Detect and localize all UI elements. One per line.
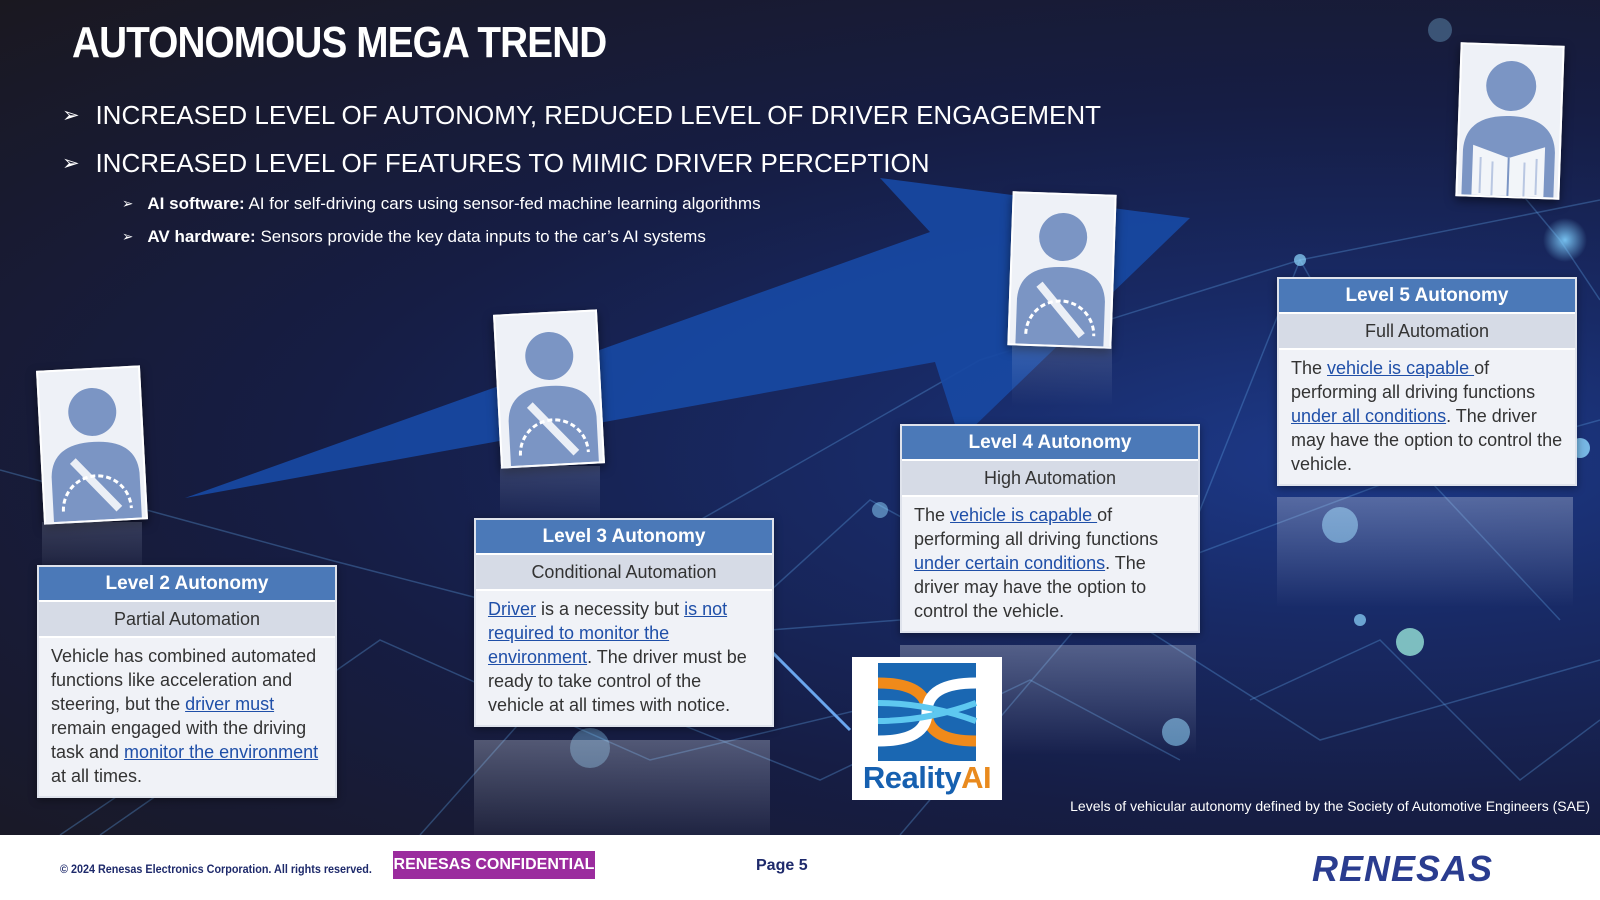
sub-bullet-label: AV hardware: <box>147 227 256 246</box>
page-number: Page 5 <box>756 857 808 874</box>
level-subtitle: High Automation <box>902 459 1198 497</box>
slide: AUTONOMOUS MEGA TREND ➢ INCREASED LEVEL … <box>0 0 1600 835</box>
icon-reflection <box>1012 346 1112 406</box>
level-title: Level 2 Autonomy <box>39 567 335 600</box>
text-run: The <box>1291 358 1328 378</box>
level-2-card: Level 2 Autonomy Partial Automation Vehi… <box>37 565 337 798</box>
text-run: is a necessity but <box>536 599 685 619</box>
confidential-badge: RENESAS CONFIDENTIAL <box>393 851 595 879</box>
text-run: The <box>914 505 951 525</box>
definition-link[interactable]: Driver <box>488 599 536 619</box>
bullet-arrow-icon: ➢ <box>122 196 134 211</box>
bullet-autonomy: ➢ INCREASED LEVEL OF AUTONOMY, REDUCED L… <box>62 100 1101 131</box>
slide-footer: © 2024 Renesas Electronics Corporation. … <box>0 835 1600 900</box>
driver-hands-on-wheel-icon <box>493 309 605 469</box>
reality-ai-logo: RealityAI <box>852 657 1002 800</box>
definition-link[interactable]: driver must <box>185 694 275 714</box>
level-subtitle: Full Automation <box>1279 312 1575 350</box>
text-run: of performing all driving functions <box>914 505 1159 549</box>
level-title: Level 3 Autonomy <box>476 520 772 553</box>
text-run: . The driver may have the option to cont… <box>1291 406 1563 474</box>
level-subtitle: Conditional Automation <box>476 553 772 591</box>
sub-bullet-label: AI software: <box>147 194 245 213</box>
level-description: The vehicle is capable of performing all… <box>1279 350 1575 484</box>
logo-word: AI <box>961 760 992 795</box>
level-description: Vehicle has combined automated functions… <box>39 638 335 796</box>
bullet-text: INCREASED LEVEL OF AUTONOMY, REDUCED LEV… <box>95 100 1101 130</box>
level-5-card: Level 5 Autonomy Full Automation The veh… <box>1277 277 1577 486</box>
level-subtitle: Partial Automation <box>39 600 335 638</box>
text-run: of performing all driving functions <box>1291 358 1536 402</box>
icon-reflection <box>500 466 600 526</box>
definition-link[interactable]: vehicle is capable <box>1327 358 1475 378</box>
definition-link[interactable]: vehicle is capable <box>950 505 1098 525</box>
driver-reading-icon <box>1455 42 1565 200</box>
sae-caption: Levels of vehicular autonomy defined by … <box>1070 798 1590 814</box>
sub-bullet-av-hardware: ➢ AV hardware: Sensors provide the key d… <box>122 227 706 247</box>
level-description: Driver is a necessity but is not require… <box>476 591 772 725</box>
slide-title: AUTONOMOUS MEGA TREND <box>72 18 607 67</box>
level-3-card: Level 3 Autonomy Conditional Automation … <box>474 518 774 727</box>
definition-link[interactable]: under all conditions <box>1291 406 1447 426</box>
logo-word: Reality <box>862 760 962 795</box>
driver-hands-on-wheel-icon <box>1007 191 1117 349</box>
definition-link[interactable]: monitor the environment <box>124 742 319 762</box>
renesas-logo: RENESAS <box>1312 848 1494 889</box>
text-run: at all times. <box>51 766 143 786</box>
bullet-arrow-icon: ➢ <box>62 152 80 175</box>
definition-link[interactable]: is not required to monitor the environme… <box>488 599 728 667</box>
reality-ai-wordmark: RealityAI <box>852 760 1002 796</box>
level-4-card: Level 4 Autonomy High Automation The veh… <box>900 424 1200 633</box>
sub-bullet-text: AI for self-driving cars using sensor-fe… <box>244 194 761 213</box>
card-reflection <box>1277 497 1573 607</box>
bullet-text: INCREASED LEVEL OF FEATURES TO MIMIC DRI… <box>95 148 930 178</box>
trend-arrow <box>185 178 1190 498</box>
driver-hands-on-wheel-icon <box>36 365 148 525</box>
level-title: Level 4 Autonomy <box>902 426 1198 459</box>
sub-bullet-text: Sensors provide the key data inputs to t… <box>255 227 706 246</box>
sub-bullet-ai-software: ➢ AI software: AI for self-driving cars … <box>122 194 761 214</box>
bullet-features: ➢ INCREASED LEVEL OF FEATURES TO MIMIC D… <box>62 148 930 179</box>
text-run: Vehicle has combined automated functions… <box>51 646 317 714</box>
level-description: The vehicle is capable of performing all… <box>902 497 1198 631</box>
level-title: Level 5 Autonomy <box>1279 279 1575 312</box>
text-run: . The driver must be ready to take contr… <box>488 647 747 715</box>
reality-ai-mark-icon <box>877 663 978 761</box>
text-run: remain engaged with the driving task and <box>51 718 307 762</box>
bullet-arrow-icon: ➢ <box>62 104 80 127</box>
definition-link[interactable]: under certain conditions <box>914 553 1106 573</box>
copyright-text: © 2024 Renesas Electronics Corporation. … <box>60 862 372 876</box>
bullet-arrow-icon: ➢ <box>122 229 134 244</box>
text-run: . The driver may have the option to cont… <box>914 553 1147 621</box>
card-reflection <box>474 740 770 835</box>
